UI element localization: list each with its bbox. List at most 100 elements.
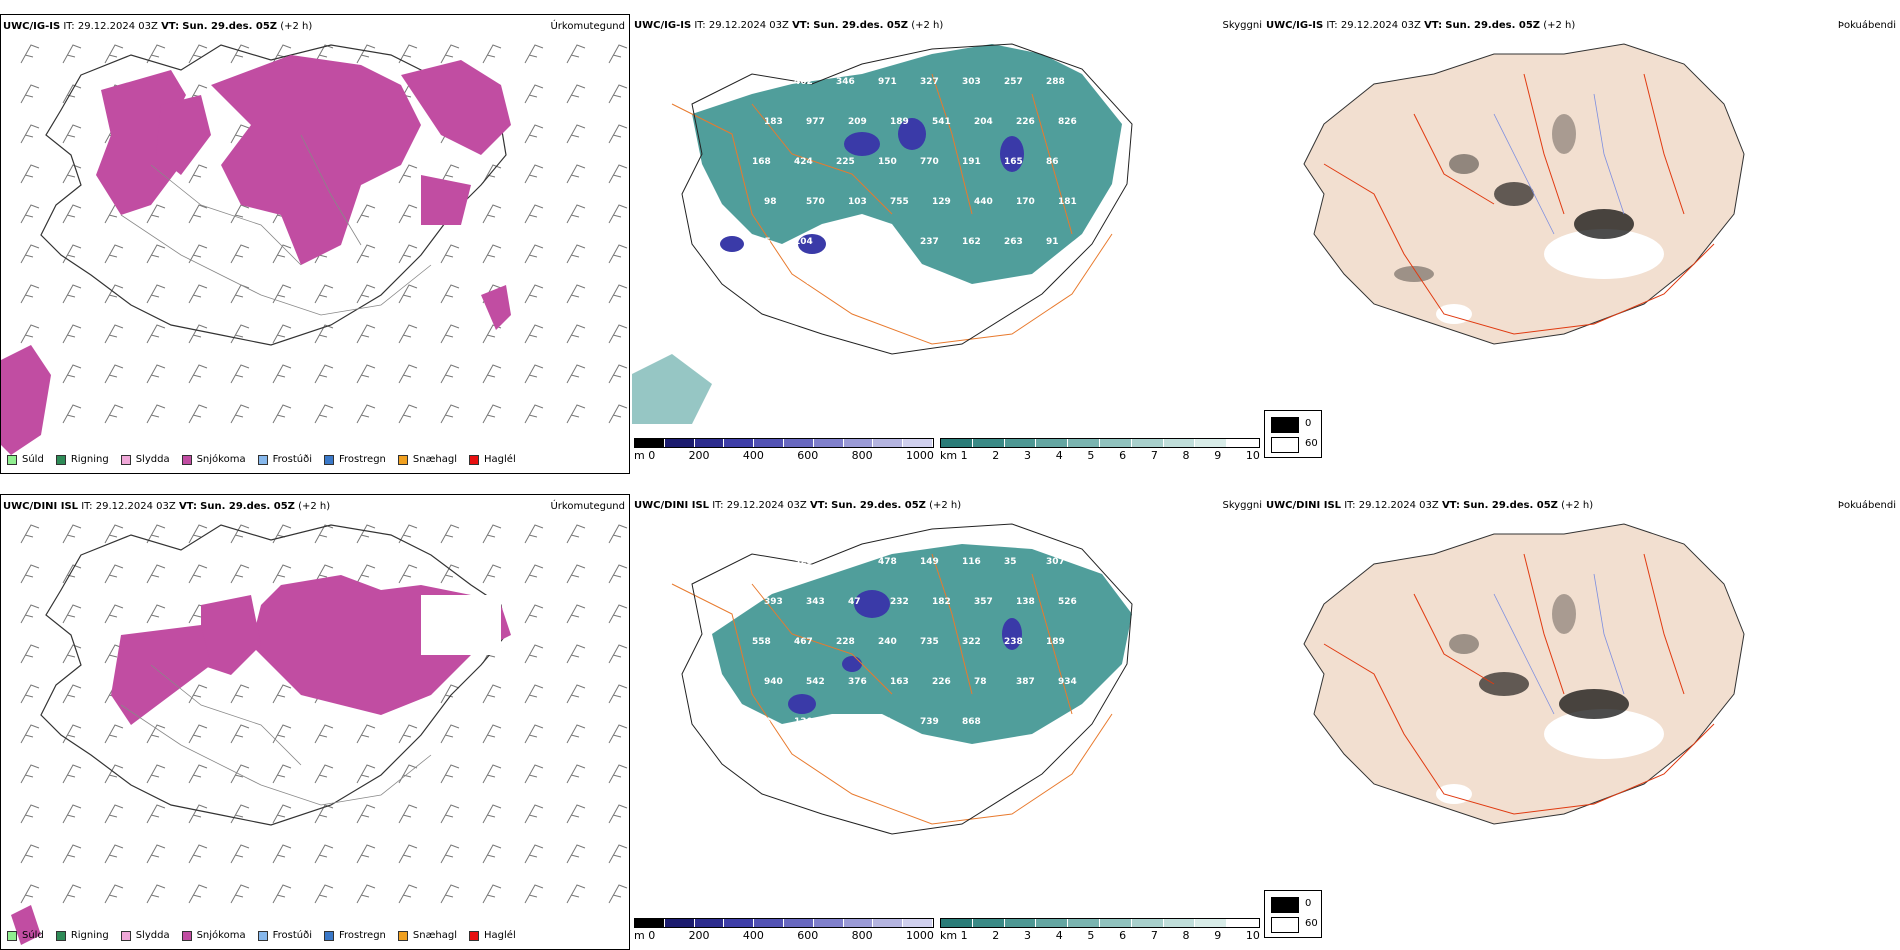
wind-barb [398, 804, 418, 824]
wind-barb [188, 764, 208, 784]
wind-barb [356, 44, 376, 64]
rivers [1493, 93, 1625, 235]
wind-barb [524, 884, 544, 904]
wind-barb [608, 364, 628, 384]
wind-barb [146, 564, 166, 584]
wind-barb [440, 324, 460, 344]
wind-barb [20, 524, 40, 544]
wind-barb [524, 124, 544, 144]
visibility-value-label: 170 [1016, 197, 1035, 207]
wind-barb [146, 604, 166, 624]
visibility-labels: 203 328 63 478 149 116 35 307 393 343 47 232 182 357 1… [752, 557, 1077, 727]
visibility-value-label: 103 [848, 197, 867, 207]
wind-barb [62, 204, 82, 224]
wind-barb [314, 524, 334, 544]
wind-barb [62, 84, 82, 104]
wind-barb [20, 764, 40, 784]
visibility-value-label: 183 [764, 117, 783, 127]
wind-barb [482, 684, 502, 704]
wind-barb [230, 844, 250, 864]
ceiling-blue [788, 590, 1022, 714]
wind-barb [272, 684, 292, 704]
wind-barb [524, 684, 544, 704]
wind-barb [146, 804, 166, 824]
visibility-value-label: 129 [932, 197, 951, 207]
visibility-fill [712, 544, 1132, 744]
wind-barb [20, 324, 40, 344]
wind-barb [356, 404, 376, 424]
wind-barb [608, 84, 628, 104]
wind-barb [20, 164, 40, 184]
wind-barb [272, 284, 292, 304]
panel-title: Úrkomutegund [550, 21, 625, 32]
legend-swatch [257, 454, 268, 465]
legend-item: Rigning [55, 930, 109, 941]
panel-title: Skyggni [1222, 20, 1262, 31]
ceiling-ticks: m 0 200 400 600 800 1000 [634, 449, 934, 462]
wind-barb [566, 564, 586, 584]
wind-barb [104, 244, 124, 264]
visibility-fill [632, 44, 1122, 424]
wind-barb [524, 804, 544, 824]
visibility-value-label: 47 [848, 597, 861, 607]
wind-barb [440, 844, 460, 864]
visibility-value-label: 357 [974, 597, 993, 607]
visibility-value-label: 181 [1058, 197, 1077, 207]
wind-barb [524, 324, 544, 344]
wind-barb [62, 764, 82, 784]
wind-barb [566, 404, 586, 424]
wind-barb [524, 44, 544, 64]
wind-barb [20, 44, 40, 64]
visibility-value-label: 745 [752, 77, 771, 87]
legend-item: Súld [7, 454, 44, 465]
legend-swatch [181, 930, 192, 941]
legend-swatch [7, 930, 17, 941]
wind-barb [440, 284, 460, 304]
wind-barb [356, 844, 376, 864]
legend-item: Súld [7, 930, 44, 941]
wind-barb [608, 604, 628, 624]
wind-barb [356, 284, 376, 304]
wind-barb [188, 404, 208, 424]
panel-header: UWC/IG-IS IT: 29.12.2024 03Z VT: Sun. 29… [634, 20, 944, 31]
wind-barb [62, 404, 82, 424]
wind-barb [440, 764, 460, 784]
visibility-value-label: 95 [806, 277, 819, 287]
roads-grey [120, 134, 432, 316]
visibility-value-label: 91 [1046, 237, 1059, 247]
visibility-value-label: 203 [752, 557, 771, 567]
wind-barb [104, 524, 124, 544]
fog-swatch-dark [1271, 897, 1299, 913]
wind-barb [356, 764, 376, 784]
wind-barb [314, 764, 334, 784]
wind-barb [608, 564, 628, 584]
legend-item: Haglél [469, 930, 516, 941]
wind-barb [524, 404, 544, 424]
wind-barb [356, 524, 376, 544]
wind-barb [146, 244, 166, 264]
wind-barb [272, 724, 292, 744]
wind-barb [20, 684, 40, 704]
visibility-ramp [940, 918, 1260, 928]
wind-barb [230, 884, 250, 904]
wind-barb [482, 524, 502, 544]
wind-barb [62, 524, 82, 544]
precip-type-panel-bottom: UWC/DINI ISL IT: 29.12.2024 03Z VT: Sun.… [0, 494, 630, 950]
wind-barb [566, 684, 586, 704]
wind-barb [524, 84, 544, 104]
visibility-labels: 745 462 346 971 327 303 257 288 183 977 209 189 541 2… [752, 77, 1077, 287]
wind-barb [440, 564, 460, 584]
roads-orange [671, 73, 1113, 345]
wind-barb [482, 804, 502, 824]
wind-barb [524, 284, 544, 304]
legend-swatch [469, 930, 480, 941]
fog-legend-top: 0 60 [1264, 410, 1322, 458]
legend-swatch [469, 454, 480, 465]
wind-barb [188, 284, 208, 304]
wind-barb [230, 524, 250, 544]
visibility-value-label: 940 [764, 677, 783, 687]
fog-shading [1436, 594, 1664, 804]
wind-barb [356, 804, 376, 824]
